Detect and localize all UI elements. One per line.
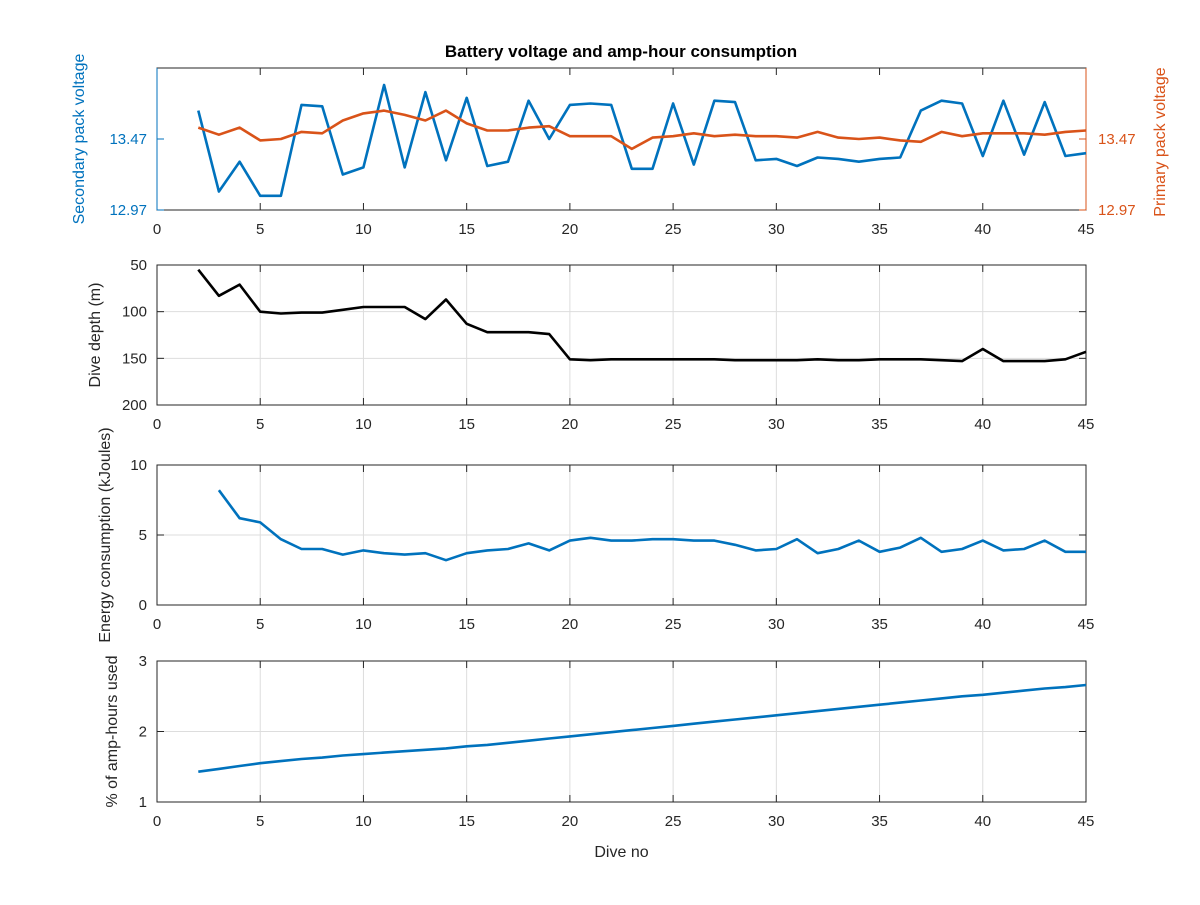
x-tick-label: 40 [974, 416, 991, 433]
x-tick-label: 5 [256, 416, 264, 433]
x-tick-label: 5 [256, 616, 264, 633]
x-tick-label: 35 [871, 416, 888, 433]
x-tick-label: 40 [974, 813, 991, 830]
x-tick-label: 20 [562, 221, 579, 238]
x-tick-label: 25 [665, 416, 682, 433]
x-tick-label: 10 [355, 616, 372, 633]
x-tick-label: 45 [1078, 616, 1095, 633]
x-tick-label: 0 [153, 221, 161, 238]
y2-tick-label: 12.97 [1098, 202, 1136, 219]
subplots: 0 5 10 15 20 25 30 35 40 4512.9713.4712.9713.47Se… [71, 54, 1169, 861]
x-tick-label: 5 [256, 813, 264, 830]
x-tick-label: 45 [1078, 221, 1095, 238]
x-tick-label: 40 [974, 221, 991, 238]
y2-tick-label: 13.47 [1098, 131, 1136, 148]
y-tick-label: 2 [139, 724, 147, 741]
series-line-secondary [197, 83, 1087, 198]
y2-axis-label: Primary pack voltage [1152, 67, 1169, 216]
x-tick-label: 0 [153, 416, 161, 433]
x-tick-label: 0 [153, 813, 161, 830]
x-tick-label: 20 [562, 813, 579, 830]
x-tick-label: 20 [562, 416, 579, 433]
y-tick-label: 10 [130, 457, 147, 474]
y-axis-label: % of amp-hours used [104, 655, 121, 807]
x-tick-label: 25 [665, 813, 682, 830]
y-tick-label: 200 [122, 397, 147, 414]
x-tick-label: 10 [355, 416, 372, 433]
axes-box [156, 264, 1087, 406]
x-axis-label: Dive no [594, 844, 648, 861]
x-tick-label: 35 [871, 813, 888, 830]
subplot-1: 0 5 10 15 20 25 30 35 40 4512.9713.4712.9713.47Se… [71, 54, 1169, 238]
x-tick-label: 15 [458, 616, 475, 633]
x-tick-label: 30 [768, 616, 785, 633]
figure-title: Battery voltage and amp-hour consumption [445, 42, 797, 61]
x-tick-label: 0 [153, 616, 161, 633]
x-tick-label: 10 [355, 221, 372, 238]
x-tick-label: 25 [665, 616, 682, 633]
y-axis-label: Dive depth (m) [87, 283, 104, 388]
x-tick-label: 15 [458, 221, 475, 238]
subplot-4: 0 5 10 15 20 25 30 35 40 45 1 2 3 % of amp-hours used… [104, 653, 1094, 861]
x-tick-label: 10 [355, 813, 372, 830]
x-tick-label: 30 [768, 221, 785, 238]
series-line-main [217, 489, 1086, 562]
y-tick-label: 50 [130, 257, 147, 274]
y-tick-label: 100 [122, 304, 147, 321]
y-tick-label: 0 [139, 597, 147, 614]
series-line-primary [197, 109, 1087, 151]
x-tick-label: 5 [256, 221, 264, 238]
x-tick-label: 45 [1078, 813, 1095, 830]
series-line-main [198, 683, 1087, 773]
x-tick-label: 30 [768, 813, 785, 830]
y-tick-label: 13.47 [109, 131, 147, 148]
y-tick-label: 12.97 [109, 202, 147, 219]
x-tick-label: 30 [768, 416, 785, 433]
x-tick-label: 35 [871, 616, 888, 633]
x-tick-label: 20 [562, 616, 579, 633]
x-tick-label: 15 [458, 813, 475, 830]
y-tick-label: 3 [139, 653, 147, 670]
subplot-2: 0 5 10 15 20 25 30 35 40 45 50 100 150 200 Dive depth … [87, 257, 1094, 433]
x-tick-label: 45 [1078, 416, 1095, 433]
x-tick-label: 40 [974, 616, 991, 633]
x-tick-label: 25 [665, 221, 682, 238]
subplot-3: 0 5 10 15 20 25 30 35 40 45 0 5 10 Energy consumption… [97, 427, 1094, 642]
x-tick-label: 35 [871, 221, 888, 238]
series-line-main [197, 268, 1087, 363]
y-axis-label: Secondary pack voltage [71, 54, 88, 225]
x-tick-label: 15 [458, 416, 475, 433]
y-tick-label: 1 [139, 794, 147, 811]
y-tick-label: 5 [139, 527, 147, 544]
y-tick-label: 150 [122, 350, 147, 367]
y-axis-label: Energy consumption (kJoules) [97, 427, 114, 642]
